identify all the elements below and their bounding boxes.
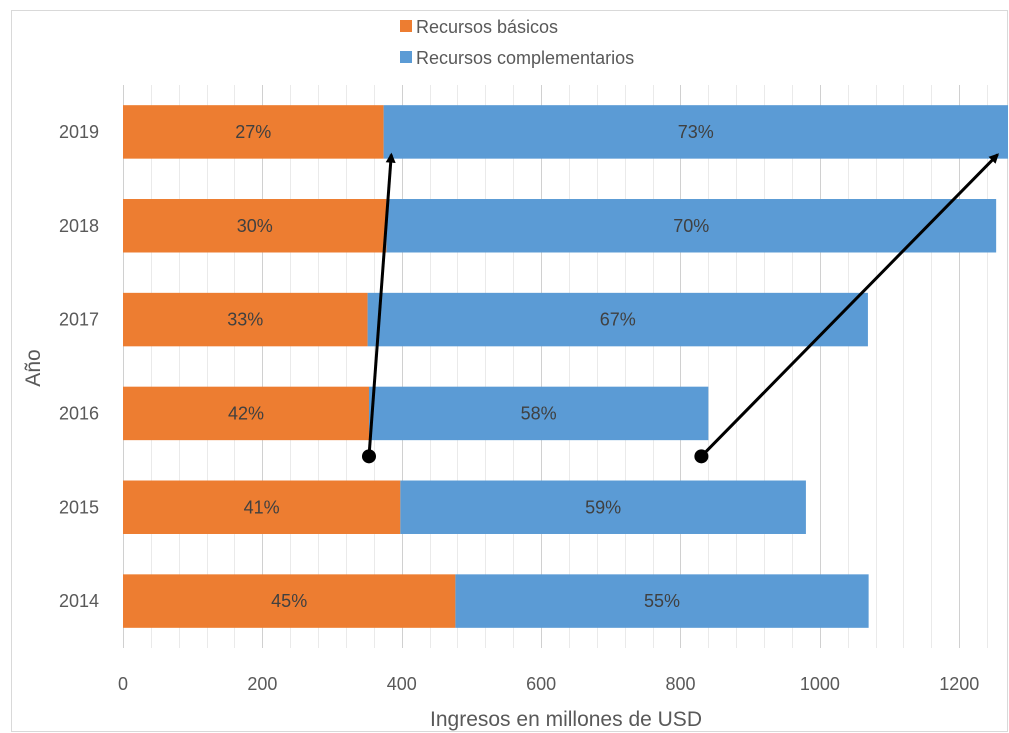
data-label-recursos-complementarios-2014: 55% bbox=[644, 591, 680, 611]
y-tick-label-2018: 2018 bbox=[59, 216, 99, 236]
data-label-recursos-basicos-2015: 41% bbox=[244, 497, 280, 517]
bar-recursos-basicos-2015 bbox=[123, 480, 401, 534]
legend-swatch-recursos-complementarios bbox=[400, 51, 412, 63]
chart-frame bbox=[11, 10, 1008, 732]
trend-arrow-2 bbox=[700, 153, 999, 458]
data-label-recursos-complementarios-2015: 59% bbox=[585, 497, 621, 517]
bar-recursos-complementarios-2018 bbox=[386, 199, 997, 253]
y-tick-label-2019: 2019 bbox=[59, 122, 99, 142]
data-label-recursos-basicos-2014: 45% bbox=[271, 591, 307, 611]
x-tick-label-800: 800 bbox=[665, 674, 695, 694]
data-label-recursos-basicos-2018: 30% bbox=[237, 216, 273, 236]
data-label-recursos-basicos-2019: 27% bbox=[235, 122, 271, 142]
x-tick-label-600: 600 bbox=[526, 674, 556, 694]
bar-recursos-basicos-2018 bbox=[123, 199, 387, 253]
bar-recursos-basicos-2017 bbox=[123, 292, 368, 347]
bar-recursos-complementarios-2015 bbox=[400, 480, 806, 534]
bar-recursos-complementarios-2019 bbox=[383, 105, 1008, 159]
trend-arrow-origin-2 bbox=[694, 449, 709, 464]
x-tick-label-1000: 1000 bbox=[800, 674, 840, 694]
x-tick-label-0: 0 bbox=[118, 674, 128, 694]
x-tick-label-1200: 1200 bbox=[939, 674, 979, 694]
bar-recursos-basicos-2016 bbox=[123, 386, 369, 441]
data-label-recursos-complementarios-2016: 58% bbox=[521, 403, 557, 423]
trend-arrow-origin-1 bbox=[361, 449, 376, 464]
legend-label-recursos-basicos: Recursos básicos bbox=[416, 17, 558, 37]
x-tick-label-400: 400 bbox=[387, 674, 417, 694]
tick-labels: 0 200 400 600 800 1000 1200 2014 2015 2016 2017 201… bbox=[59, 122, 979, 694]
y-tick-label-2016: 2016 bbox=[59, 403, 99, 423]
bar-recursos-complementarios-2016 bbox=[368, 386, 709, 441]
y-tick-label-2017: 2017 bbox=[59, 310, 99, 330]
annotations bbox=[361, 152, 999, 464]
x-tick-label-200: 200 bbox=[247, 674, 277, 694]
bar-recursos-basicos-2019 bbox=[123, 105, 384, 159]
legend: Recursos básicos Recursos complementario… bbox=[400, 17, 634, 68]
bars bbox=[123, 105, 1008, 628]
y-tick-label-2015: 2015 bbox=[59, 497, 99, 517]
gridlines bbox=[123, 85, 988, 648]
data-label-recursos-basicos-2017: 33% bbox=[227, 310, 263, 330]
data-label-recursos-complementarios-2017: 67% bbox=[600, 310, 636, 330]
bar-recursos-complementarios-2017 bbox=[367, 292, 868, 347]
trend-arrow-1 bbox=[367, 152, 396, 457]
bar-recursos-complementarios-2014 bbox=[455, 574, 869, 628]
legend-label-recursos-complementarios: Recursos complementarios bbox=[416, 48, 634, 68]
bar-recursos-basicos-2014 bbox=[123, 574, 456, 628]
x-axis-title: Ingresos en millones de USD bbox=[430, 708, 702, 731]
data-label-recursos-complementarios-2018: 70% bbox=[673, 216, 709, 236]
y-axis-title: Año bbox=[22, 349, 45, 386]
data-label-recursos-complementarios-2019: 73% bbox=[678, 122, 714, 142]
data-labels: 45% 55% 41% 59% 42% 58% 33% 67% 30% 70% 27% 73% bbox=[227, 122, 714, 611]
data-label-recursos-basicos-2016: 42% bbox=[228, 403, 264, 423]
y-tick-label-2014: 2014 bbox=[59, 591, 99, 611]
legend-swatch-recursos-basicos bbox=[400, 20, 412, 32]
